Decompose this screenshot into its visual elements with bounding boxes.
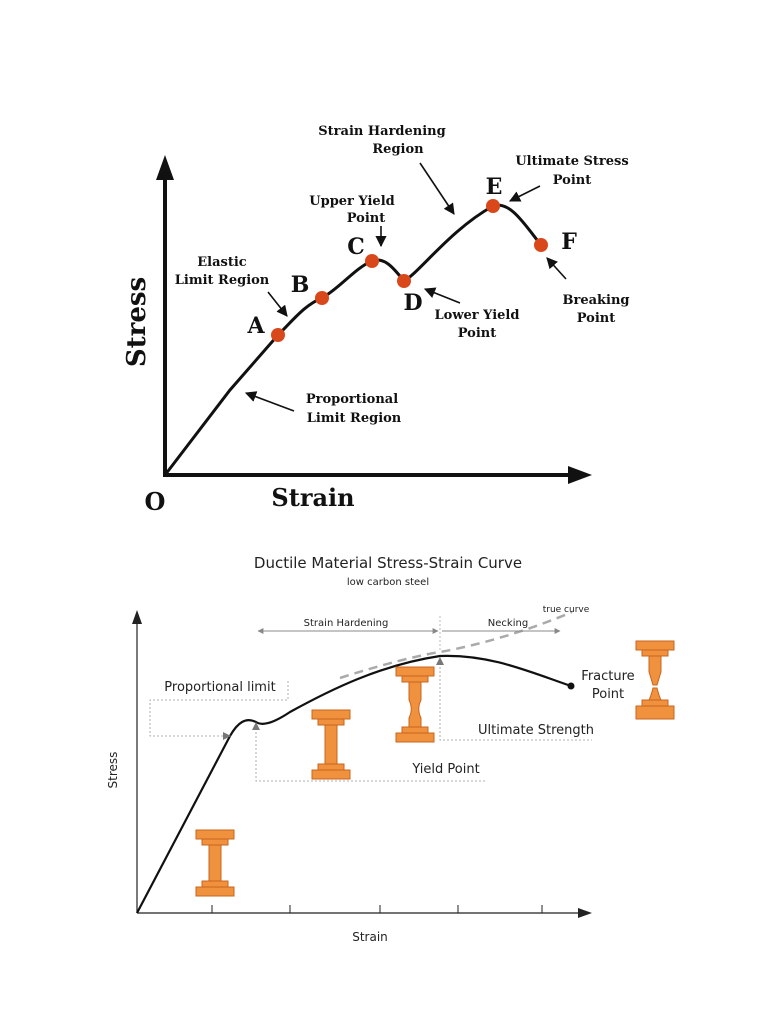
svg-text:Point: Point bbox=[577, 311, 616, 326]
point-f-label: F bbox=[561, 229, 577, 255]
arrow-ultimate-stress bbox=[508, 185, 541, 202]
svg-text:Upper Yield: Upper Yield bbox=[309, 194, 394, 209]
svg-text:Strain Hardening: Strain Hardening bbox=[318, 124, 445, 139]
arrow-proportional bbox=[244, 391, 295, 412]
stress-strain-diagram-2: Ductile Material Stress-Strain Curve low… bbox=[106, 554, 675, 944]
svg-text:Ultimate Strength: Ultimate Strength bbox=[478, 723, 594, 738]
y-axis-label-2: Stress bbox=[106, 752, 120, 789]
fracture-marker bbox=[567, 682, 575, 690]
svg-text:Limit Region: Limit Region bbox=[175, 273, 270, 288]
y-axis-label-1: Stress bbox=[122, 277, 152, 367]
x-axis-arrowhead-1 bbox=[568, 466, 592, 484]
true-curve-label: true curve bbox=[543, 605, 590, 615]
svg-text:Elastic: Elastic bbox=[197, 255, 247, 270]
point-c-label: C bbox=[347, 234, 365, 260]
ultimate-strength-annotation: Ultimate Strength bbox=[436, 657, 594, 741]
point-b bbox=[315, 291, 329, 305]
annotation-proportional: Proportional Limit Region bbox=[244, 391, 402, 426]
annotation-elastic-limit: Elastic Limit Region bbox=[175, 255, 288, 317]
origin-label: O bbox=[145, 487, 166, 516]
svg-text:Proportional limit: Proportional limit bbox=[164, 680, 275, 695]
svg-text:Fracture: Fracture bbox=[581, 669, 634, 684]
y-axis-arrowhead-2 bbox=[132, 610, 142, 624]
svg-text:Point: Point bbox=[347, 211, 386, 226]
svg-text:Region: Region bbox=[372, 142, 424, 157]
stress-strain-diagram-1: Stress Strain O A B C D E F Elastic Limi… bbox=[122, 124, 630, 516]
stress-strain-curve-2 bbox=[136, 654, 572, 914]
true-curve bbox=[339, 610, 573, 680]
x-axis-label-1: Strain bbox=[271, 483, 354, 512]
diagram2-title: Ductile Material Stress-Strain Curve bbox=[254, 554, 522, 572]
point-d bbox=[397, 274, 411, 288]
svg-text:Yield Point: Yield Point bbox=[411, 762, 479, 777]
point-e bbox=[486, 199, 500, 213]
svg-text:Proportional: Proportional bbox=[306, 392, 398, 407]
arrow-breaking bbox=[546, 257, 567, 280]
point-f bbox=[534, 238, 548, 252]
annotation-breaking: Breaking Point bbox=[546, 257, 630, 326]
strain-hardening-label: Strain Hardening bbox=[304, 618, 389, 629]
yield-point-annotation: Yield Point bbox=[252, 722, 486, 782]
y-axis-arrowhead-1 bbox=[156, 155, 174, 180]
arrow-strain-hardening bbox=[419, 162, 455, 215]
annotation-lower-yield: Lower Yield Point bbox=[423, 287, 520, 341]
proportional-limit-annotation: Proportional limit bbox=[149, 680, 289, 740]
x-axis-label-2: Strain bbox=[352, 930, 388, 944]
point-a bbox=[271, 328, 285, 342]
specimen-necking bbox=[395, 666, 435, 743]
svg-text:Ultimate Stress: Ultimate Stress bbox=[515, 154, 628, 169]
annotation-strain-hardening: Strain Hardening Region bbox=[318, 124, 455, 215]
x-axis-ticks-2 bbox=[211, 905, 543, 913]
arrow-lower-yield bbox=[423, 287, 461, 304]
svg-text:Point: Point bbox=[458, 326, 497, 341]
necking-label: Necking bbox=[488, 618, 528, 629]
diagram2-subtitle: low carbon steel bbox=[347, 577, 429, 588]
arrow-elastic-limit bbox=[267, 291, 288, 317]
point-a-label: A bbox=[246, 313, 265, 339]
specimen-initial bbox=[195, 829, 235, 897]
specimen-yield bbox=[311, 709, 351, 780]
specimen-fractured bbox=[635, 640, 675, 720]
point-d-label: D bbox=[403, 290, 422, 316]
point-e-label: E bbox=[486, 174, 503, 200]
point-c bbox=[365, 254, 379, 268]
annotation-upper-yield: Upper Yield Point bbox=[309, 194, 395, 248]
annotation-ultimate-stress: Ultimate Stress Point bbox=[508, 154, 629, 202]
point-b-label: B bbox=[291, 272, 310, 298]
svg-text:Point: Point bbox=[553, 173, 592, 188]
x-axis-arrowhead-2 bbox=[578, 908, 592, 918]
fracture-point-annotation: Fracture Point bbox=[581, 669, 634, 702]
svg-text:Lower Yield: Lower Yield bbox=[435, 308, 520, 323]
svg-text:Point: Point bbox=[592, 687, 624, 702]
svg-text:Breaking: Breaking bbox=[562, 293, 629, 308]
svg-text:Limit Region: Limit Region bbox=[307, 411, 402, 426]
